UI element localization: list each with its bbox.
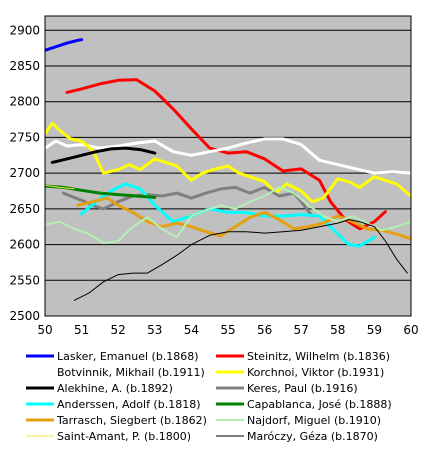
series-line-6: [80, 182, 376, 248]
legend-item: Tarrasch, Siegbert (b.1862): [26, 414, 207, 427]
legend-label: Lasker, Emanuel (b.1868): [57, 350, 199, 363]
legend-item: Capablanca, José (b.1888): [216, 398, 392, 411]
legend-item: Najdorf, Miguel (b.1910): [216, 414, 381, 427]
legend-label: Alekhine, A. (b.1892): [57, 382, 173, 395]
legend-label: Steinitz, Wilhelm (b.1836): [247, 350, 390, 363]
series-line-10: [45, 184, 75, 190]
y-tick-label: 2500: [9, 309, 40, 323]
legend-item: Alekhine, A. (b.1892): [26, 382, 173, 395]
legend-item: Maróczy, Géza (b.1870): [216, 430, 378, 443]
series-line-3: [45, 121, 411, 204]
x-tick-label: 55: [220, 323, 235, 337]
x-tick-label: 50: [37, 323, 52, 337]
legend-label: Keres, Paul (b.1916): [247, 382, 358, 395]
y-tick-label: 2900: [9, 23, 40, 37]
y-tick-label: 2850: [9, 59, 40, 73]
y-tick-label: 2700: [9, 166, 40, 180]
legend-label: Capablanca, José (b.1888): [247, 398, 392, 411]
y-tick-label: 2750: [9, 130, 40, 144]
legend-label: Anderssen, Adolf (b.1818): [57, 398, 201, 411]
legend-item: Saint-Amant, P. (b.1800): [26, 430, 191, 443]
x-tick-label: 58: [330, 323, 345, 337]
y-tick-labels: 2500 2550 2600 2650 2700 2750 2800 2850 2900: [9, 23, 40, 323]
legend-item: Botvinnik, Mikhail (b.1911): [26, 366, 205, 379]
legend-item: Keres, Paul (b.1916): [216, 382, 358, 395]
legend-label: Tarrasch, Siegbert (b.1862): [56, 414, 207, 427]
series-line-5: [61, 185, 314, 218]
legend-label: Najdorf, Miguel (b.1910): [247, 414, 381, 427]
x-tick-label: 60: [403, 323, 418, 337]
x-tick-labels: 50 51 52 53 54 55 56 57 58 59 60: [37, 323, 418, 337]
series-line-4: [50, 146, 157, 164]
legend-label: Korchnoi, Viktor (b.1931): [247, 366, 384, 379]
x-tick-label: 53: [147, 323, 162, 337]
x-tick-label: 52: [111, 323, 126, 337]
legend-item: Steinitz, Wilhelm (b.1836): [216, 350, 390, 363]
x-tick-label: 59: [367, 323, 382, 337]
y-tick-label: 2600: [9, 238, 40, 252]
series-line-8: [76, 196, 411, 241]
series-layer: [45, 38, 411, 301]
x-tick-label: 51: [74, 323, 89, 337]
x-tick-label: 54: [184, 323, 199, 337]
series-line-2: [45, 137, 411, 175]
legend: Lasker, Emanuel (b.1868) Steinitz, Wilhel…: [26, 350, 392, 443]
legend-item: Lasker, Emanuel (b.1868): [26, 350, 199, 363]
series-line-0: [45, 38, 84, 52]
x-tick-label: 56: [257, 323, 272, 337]
legend-label: Botvinnik, Mikhail (b.1911): [57, 366, 205, 379]
legend-item: Korchnoi, Viktor (b.1931): [216, 366, 384, 379]
y-tick-label: 2550: [9, 273, 40, 287]
legend-label: Maróczy, Géza (b.1870): [247, 430, 378, 443]
series-line-9: [45, 186, 411, 245]
axis-frame: [44, 15, 412, 317]
x-tick-label: 57: [294, 323, 309, 337]
legend-label: Saint-Amant, P. (b.1800): [57, 430, 191, 443]
y-tick-label: 2800: [9, 95, 40, 109]
y-tick-label: 2650: [9, 202, 40, 216]
legend-item: Anderssen, Adolf (b.1818): [26, 398, 201, 411]
plot-frame: [44, 15, 412, 317]
series-line-11: [73, 219, 408, 301]
